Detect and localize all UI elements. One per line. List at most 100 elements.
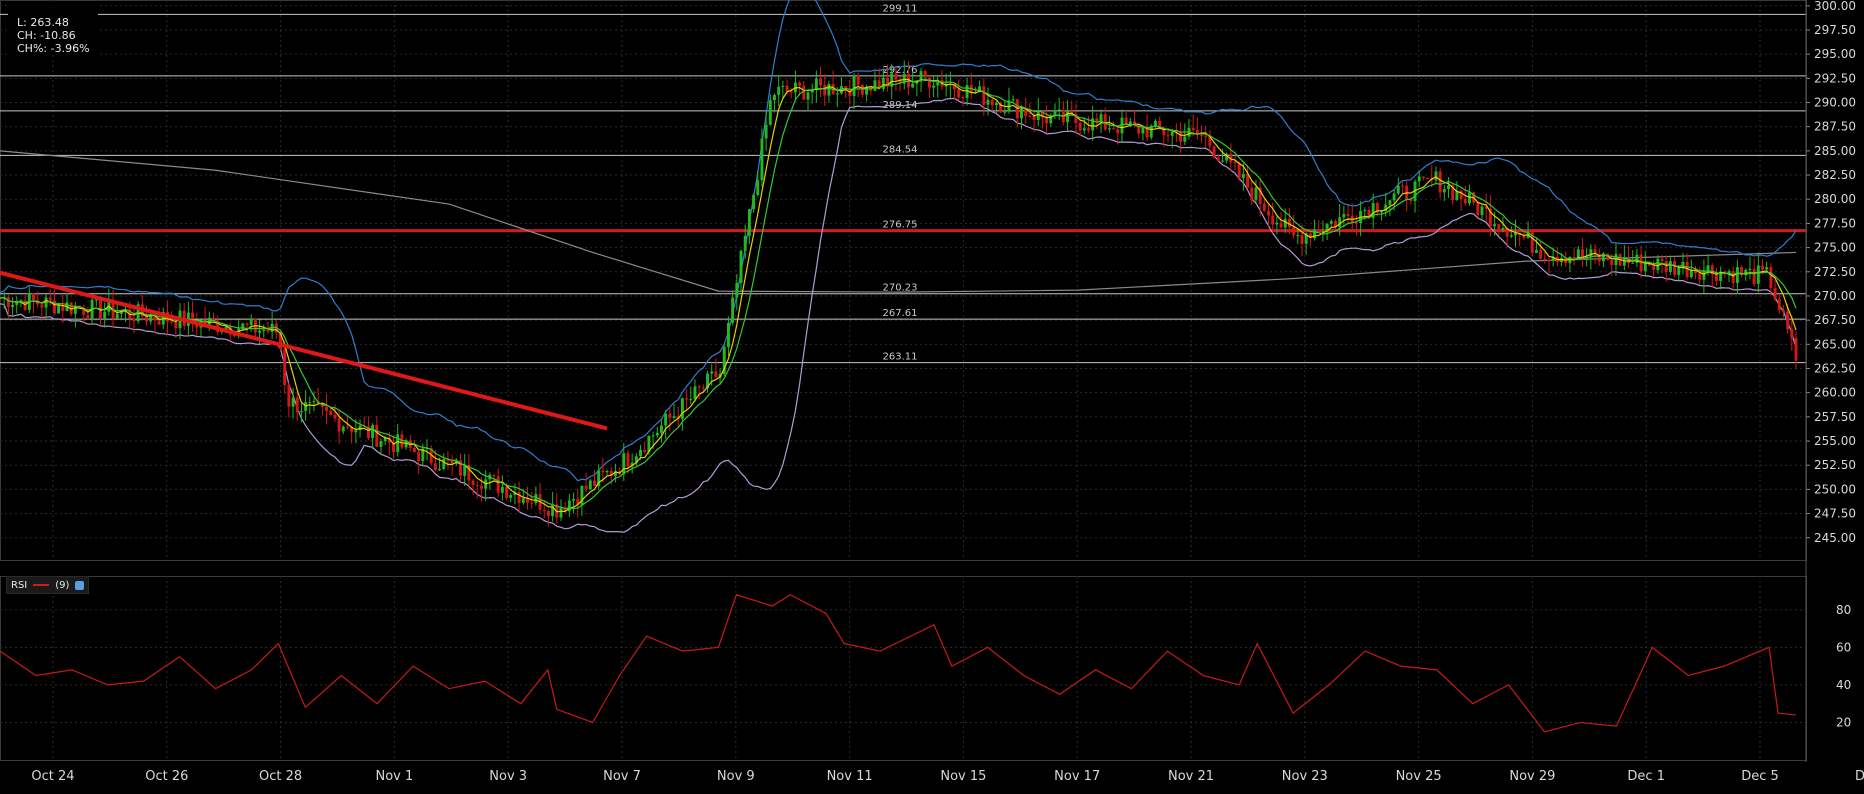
- ma-slow-line: [0, 78, 1797, 510]
- candle-body: [299, 410, 303, 413]
- candle-body: [1589, 249, 1593, 257]
- candle-body: [341, 426, 345, 432]
- candle-body: [693, 386, 697, 400]
- candle-body: [1149, 125, 1153, 138]
- candle-body: [145, 316, 148, 322]
- candle-body: [366, 426, 370, 438]
- candle-body: [722, 347, 726, 375]
- candle-body: [216, 320, 220, 333]
- candle-body: [1505, 228, 1509, 237]
- x-tick-label: Nov 1: [376, 769, 414, 784]
- candle-body: [379, 441, 383, 447]
- candle-body: [1744, 269, 1748, 276]
- candle-body: [886, 77, 889, 87]
- rsi-legend[interactable]: RSI (9): [6, 576, 90, 594]
- y-tick-label: 247.50: [1814, 507, 1856, 521]
- candle-body: [1773, 287, 1777, 300]
- candle-body: [819, 78, 823, 86]
- candle-body: [1028, 115, 1032, 117]
- candle-body: [647, 435, 651, 452]
- candle-body: [1568, 257, 1572, 264]
- candle-body: [1614, 254, 1618, 265]
- candle-body: [1334, 221, 1337, 227]
- candle-body: [32, 293, 35, 301]
- candle-body: [990, 99, 994, 106]
- candle-body: [865, 86, 869, 95]
- candle-body: [756, 180, 760, 195]
- candle-body: [1727, 271, 1731, 274]
- candle-body: [1681, 261, 1685, 268]
- x-tick-label: Dec 5: [1741, 769, 1779, 784]
- candle-body: [283, 349, 287, 385]
- x-tick-label: Oct 24: [31, 769, 74, 784]
- candle-body: [1279, 222, 1283, 228]
- candle-body: [1631, 262, 1635, 264]
- candle-body: [1262, 203, 1266, 211]
- candle-body: [1522, 235, 1526, 238]
- candle-body: [1698, 273, 1702, 280]
- candle-body: [965, 85, 969, 99]
- rsi-y-tick-label: 80: [1836, 603, 1851, 617]
- candle-body: [593, 480, 596, 487]
- candle-body: [1673, 261, 1677, 275]
- candle-body: [1267, 210, 1270, 216]
- candle-body: [672, 416, 676, 418]
- candle-body: [1116, 129, 1120, 134]
- candle-body: [576, 498, 580, 505]
- x-tick-label: Nov 21: [1168, 769, 1214, 784]
- candle-body: [546, 510, 550, 517]
- candle-body: [1660, 258, 1664, 261]
- candle-body: [1497, 224, 1501, 230]
- x-tick-label: Oct 26: [145, 769, 188, 784]
- candle-body: [387, 437, 391, 443]
- trendline: [0, 270, 608, 431]
- candle-body: [1476, 202, 1480, 216]
- candle-body: [1354, 222, 1358, 224]
- candle-body: [752, 194, 756, 210]
- x-tick-label: Nov 7: [603, 769, 641, 784]
- candle-body: [789, 91, 793, 93]
- candle-body: [475, 484, 479, 486]
- rsi-line: [0, 594, 1797, 733]
- candle-body: [710, 371, 714, 374]
- candle-body: [1179, 131, 1183, 142]
- candle-body: [1107, 128, 1111, 130]
- candle-body: [203, 320, 207, 325]
- candle-body: [773, 94, 776, 101]
- settings-icon[interactable]: [75, 580, 85, 590]
- candle-body: [726, 322, 730, 348]
- y-tick-label: 245.00: [1814, 531, 1856, 545]
- y-tick-label: 292.50: [1814, 71, 1856, 85]
- candle-body: [588, 480, 592, 490]
- candle-body: [1530, 231, 1534, 253]
- candle-body: [1342, 214, 1346, 218]
- candle-body: [1480, 206, 1484, 216]
- candle-body: [1103, 114, 1107, 130]
- candle-body: [15, 301, 19, 305]
- candle-body: [132, 318, 136, 322]
- candle-body: [1024, 109, 1028, 116]
- candle-body: [1020, 109, 1023, 119]
- candle-body: [1714, 274, 1718, 281]
- candle-body: [1220, 160, 1224, 162]
- candle-body: [936, 80, 940, 86]
- candle-body: [1120, 117, 1124, 134]
- candle-body: [94, 299, 98, 301]
- candle-body: [1756, 265, 1760, 284]
- candle-body: [417, 452, 421, 462]
- candle-body: [1401, 185, 1404, 187]
- level-label: 292.76: [883, 65, 918, 76]
- candle-body: [597, 470, 601, 487]
- candle-body: [392, 442, 395, 452]
- candle-body: [1074, 114, 1078, 123]
- candle-body: [1003, 111, 1007, 113]
- candle-body: [827, 84, 831, 96]
- y-tick-label: 255.00: [1814, 434, 1856, 448]
- candle-body: [396, 434, 400, 452]
- candle-body: [902, 73, 906, 84]
- y-tick-label: 250.00: [1814, 482, 1856, 496]
- candle-body: [1786, 311, 1790, 330]
- y-tick-label: 260.00: [1814, 386, 1856, 400]
- rsi-y-tick-label: 40: [1836, 678, 1851, 692]
